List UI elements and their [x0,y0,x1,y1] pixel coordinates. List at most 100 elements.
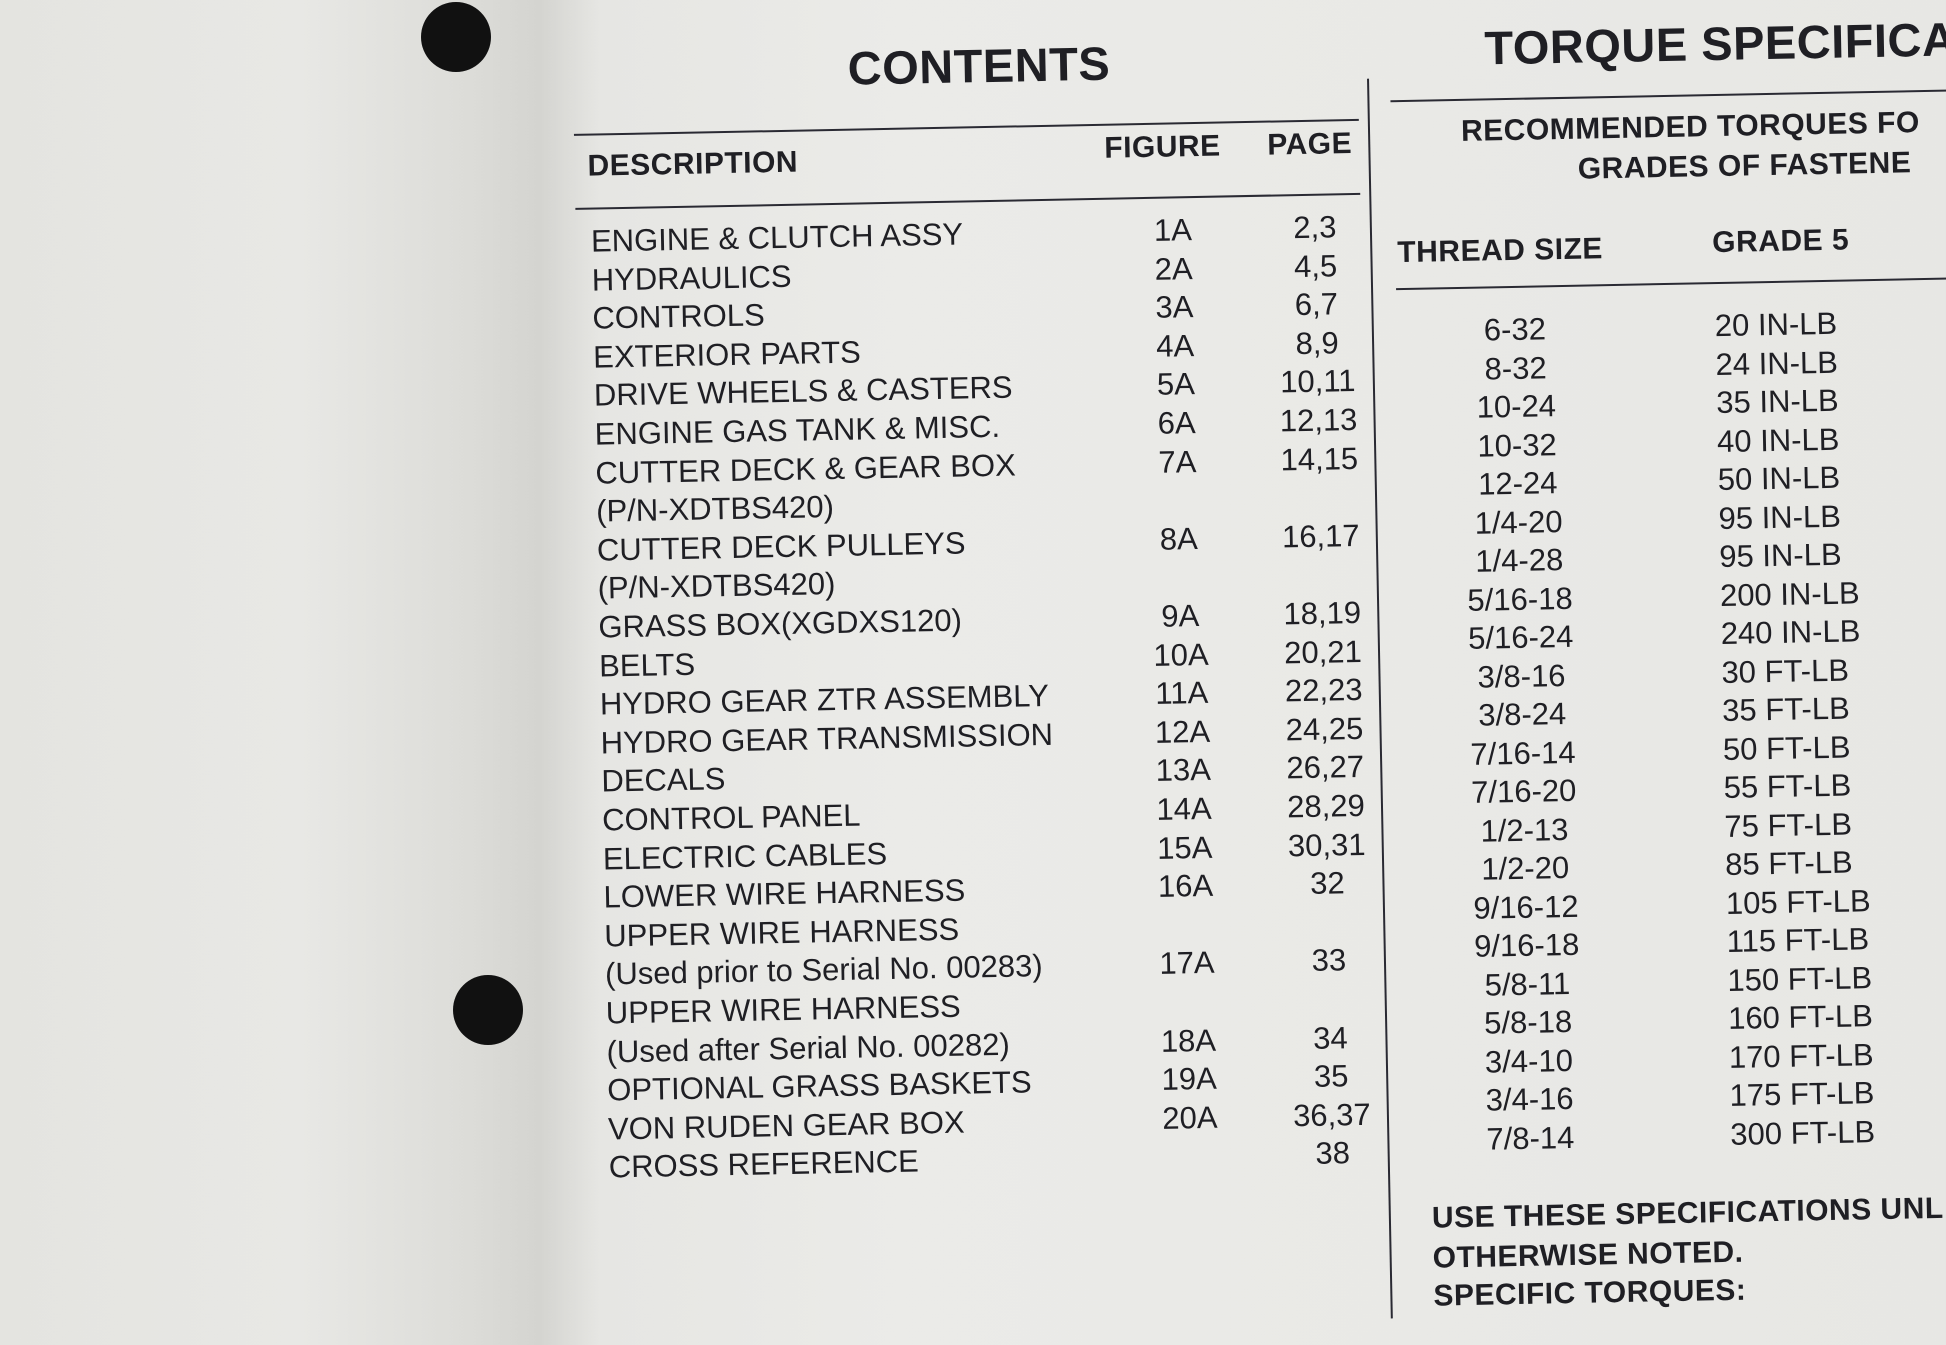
torque-row-thread-size: 1/2-13 [1480,811,1569,849]
contents-row-page: 36,37 [1292,1096,1372,1134]
contents-row-description: LOWER WIRE HARNESS [603,872,966,915]
torque-row-grade5: 240 IN-LB [1720,613,1861,652]
torque-row-thread-size: 12-24 [1477,465,1558,502]
torque-row-grade5: 20 IN-LB [1714,305,1838,344]
contents-row-description: VON RUDEN GEAR BOX [607,1104,965,1147]
contents-row-page: 18,19 [1283,594,1362,632]
torque-title: TORQUE SPECIFICAT [1483,11,1946,75]
contents-row-description: ELECTRIC CABLES [602,835,888,877]
torque-row-grade5: 30 FT-LB [1721,652,1850,690]
contents-row-figure: 14A [1156,790,1212,827]
torque-row-grade5: 150 FT-LB [1727,959,1873,998]
torque-row-grade5: 300 FT-LB [1730,1113,1876,1152]
contents-row-figure: 20A [1162,1099,1218,1136]
torque-header-rule [1396,277,1946,291]
contents-row-figure: 3A [1155,289,1194,325]
contents-row-figure: 15A [1156,829,1213,866]
contents-row-description: CROSS REFERENCE [608,1143,920,1185]
torque-row-thread-size: 9/16-12 [1473,888,1579,926]
contents-row-page: 2,3 [1292,209,1337,246]
contents-row-figure [1118,481,1238,483]
torque-row-thread-size: 1/4-20 [1474,503,1563,541]
header-grade5: GRADE 5 [1711,223,1850,260]
torque-row-grade5: 115 FT-LB [1726,921,1870,959]
torque-row-grade5: 24 IN-LB [1715,344,1839,382]
contents-row-page: 16,17 [1281,517,1360,555]
torque-row-grade5: 35 IN-LB [1715,382,1839,421]
header-description: DESCRIPTION [587,145,799,183]
contents-row-page [1268,903,1388,905]
torque-row-grade5: 40 IN-LB [1716,421,1840,459]
contents-row-description: DECALS [601,761,726,799]
contents-row-figure: 16A [1157,867,1214,905]
torque-note-line2: OTHERWISE NOTED. [1432,1235,1744,1275]
contents-row-description: GRASS BOX(XGDXS120) [598,602,963,645]
contents-row-description: (Used after Serial No. 00282) [606,1026,1011,1070]
contents-row-page: 34 [1312,1019,1348,1056]
contents-row-description: (P/N-XDTBS420) [597,566,836,606]
contents-row-figure [1127,983,1247,985]
contents-row-page: 8,9 [1295,325,1339,361]
torque-row-grade5: 95 IN-LB [1718,498,1842,536]
torque-row-thread-size: 5/8-18 [1483,1003,1573,1041]
contents-row-page: 33 [1311,942,1347,979]
binder-hole-bottom [453,975,523,1045]
header-figure: FIGURE [1103,129,1221,165]
contents-row-description: BELTS [598,646,696,684]
torque-row-grade5: 55 FT-LB [1723,767,1852,805]
torque-row-grade5: 95 IN-LB [1718,536,1842,575]
contents-row-page: 20,21 [1283,633,1363,670]
contents-row-page: 14,15 [1280,440,1359,478]
contents-row-description: CUTTER DECK & GEAR BOX [595,447,1016,491]
contents-row-page [1261,556,1381,558]
contents-row-page: 12,13 [1279,401,1358,439]
torque-row-thread-size: 5/16-18 [1467,580,1573,618]
contents-row-figure: 5A [1156,366,1196,403]
torque-row-thread-size: 5/16-24 [1467,618,1574,656]
contents-row-page: 28,29 [1286,787,1366,825]
contents-row-figure [1126,906,1246,908]
contents-row-figure: 7A [1158,443,1197,480]
torque-row-thread-size: 10-24 [1476,388,1557,425]
torque-row-thread-size: 8-32 [1484,349,1547,386]
torque-row-grade5: 50 IN-LB [1717,459,1841,498]
contents-row-description: (Used prior to Serial No. 00283) [604,948,1043,992]
contents-row-description: CONTROL PANEL [601,797,861,838]
torque-row-grade5: 50 FT-LB [1722,729,1851,767]
torque-row-grade5: 175 FT-LB [1729,1075,1875,1113]
contents-row-page: 10,11 [1279,363,1356,400]
contents-row-description: CUTTER DECK PULLEYS [596,525,966,568]
binder-hole-top [421,2,491,72]
contents-row-figure: 4A [1155,327,1195,364]
contents-row-description: HYDRAULICS [591,258,792,298]
torque-row-thread-size: 7/8-14 [1486,1119,1575,1157]
contents-title: CONTENTS [847,36,1111,95]
contents-row-figure: 19A [1161,1060,1218,1098]
torque-row-thread-size: 1/2-20 [1480,849,1570,887]
contents-row-figure: 1A [1153,212,1193,248]
contents-top-rule [573,118,1359,136]
contents-row-page [1269,980,1389,982]
torque-note-line1: USE THESE SPECIFICATIONS UNL [1431,1191,1944,1235]
torque-top-rule [1390,89,1946,103]
contents-row-page: 6,7 [1294,286,1339,323]
torque-row-thread-size: 7/16-14 [1470,734,1576,772]
contents-row-figure: 13A [1155,752,1212,789]
torque-row-grade5: 35 FT-LB [1721,690,1851,728]
contents-row-figure: 2A [1154,250,1193,287]
contents-row-description: HYDRO GEAR ZTR ASSEMBLY [599,678,1050,722]
torque-row-thread-size: 9/16-18 [1473,926,1580,964]
contents-row-figure [1130,1138,1250,1140]
contents-row-page: 35 [1313,1058,1349,1095]
contents-row-figure: 6A [1157,405,1196,441]
torque-row-thread-size: 6-32 [1483,311,1547,348]
contents-row-page: 4,5 [1293,247,1338,284]
contents-row-page [1260,479,1380,481]
torque-row-grade5: 200 IN-LB [1719,574,1860,613]
torque-row-grade5: 160 FT-LB [1727,998,1874,1036]
contents-row-description: CONTROLS [592,297,766,336]
torque-row-grade5: 170 FT-LB [1728,1036,1874,1075]
torque-row-thread-size: 3/4-10 [1484,1042,1574,1080]
contents-row-page: 32 [1309,865,1346,902]
